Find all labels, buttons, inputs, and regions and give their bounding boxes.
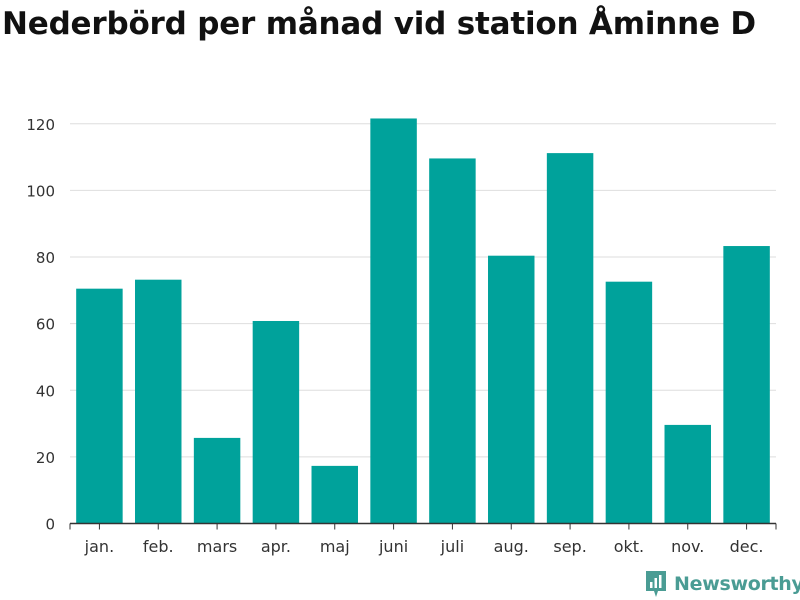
x-tick-label: juli [440, 537, 464, 556]
bar-7 [488, 255, 535, 524]
x-tick-label: juni [378, 537, 408, 556]
gridlines [70, 123, 776, 458]
x-tick-label: aug. [494, 537, 529, 556]
bar-5 [370, 118, 417, 524]
bar-4 [311, 465, 358, 524]
x-axis [69, 522, 777, 530]
newsworthy-logo-icon [646, 571, 666, 597]
brand-name: Newsworthy [674, 573, 800, 595]
x-tick-label: okt. [614, 537, 644, 556]
x-tick-label: apr. [261, 537, 291, 556]
x-tick-label: feb. [143, 537, 174, 556]
bar-9 [605, 281, 653, 524]
bar-0 [76, 288, 123, 524]
bar-3 [252, 320, 300, 524]
y-tick-label: 120 [26, 116, 55, 134]
x-tick-label: mars [197, 537, 237, 556]
x-tick-label: dec. [730, 537, 764, 556]
x-axis-tick-labels: jan. feb. mars apr. maj juni juli aug. sep. okt. n… [84, 537, 764, 556]
y-tick-label: 0 [45, 516, 55, 534]
brand-logo: Newsworthy [644, 568, 800, 600]
bar-10 [664, 424, 711, 524]
bar-11 [723, 246, 770, 524]
y-axis-tick-labels: 0 20 40 60 80 100 120 [26, 116, 55, 534]
bar-8 [546, 153, 594, 524]
x-tick-label: nov. [671, 537, 704, 556]
y-tick-label: 40 [36, 382, 55, 400]
y-tick-label: 80 [36, 249, 55, 267]
bar-1 [135, 279, 182, 524]
y-tick-label: 60 [36, 316, 55, 334]
y-tick-label: 100 [26, 182, 55, 200]
x-tick-label: jan. [84, 537, 114, 556]
bar-2 [193, 437, 241, 524]
bars [76, 118, 770, 524]
bar-6 [429, 158, 476, 524]
x-tick-label: maj [320, 537, 350, 556]
chart-title: Nederbörd per månad vid station Åminne D [2, 6, 756, 42]
y-tick-label: 20 [36, 449, 55, 467]
x-tick-label: sep. [553, 537, 586, 556]
